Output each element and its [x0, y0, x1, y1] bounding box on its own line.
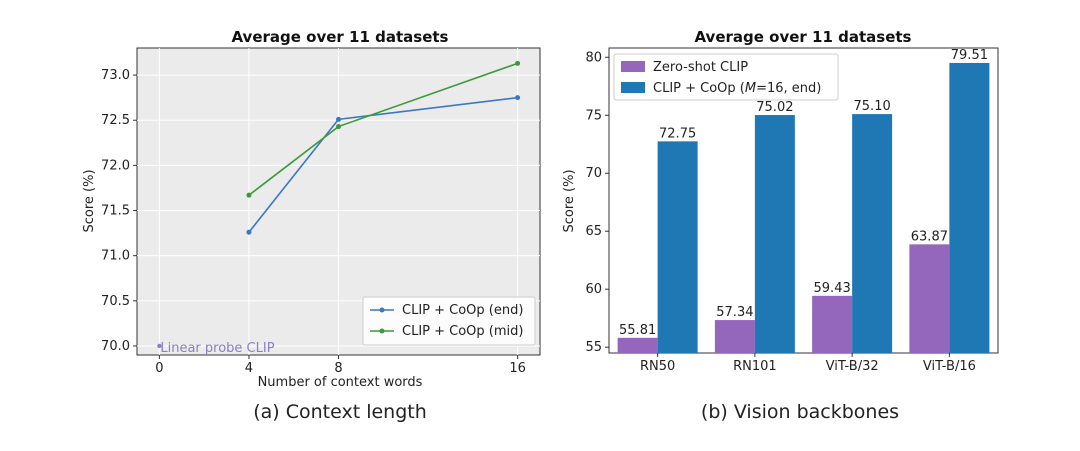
caption: (b) Vision backbones: [701, 401, 899, 423]
x-tick-label: ViT-B/32: [826, 359, 879, 374]
bar-zero-shot: [909, 244, 950, 353]
bar-coop: [949, 62, 990, 353]
data-point: [336, 116, 341, 122]
y-tick-label: 72.0: [101, 158, 130, 173]
x-tick-label: RN50: [640, 359, 675, 374]
legend-entry: Zero-shot CLIP: [653, 60, 748, 75]
legend-swatch: [621, 82, 645, 93]
bar-value-label: 72.75: [659, 126, 696, 141]
bar-value-label: 75.02: [756, 100, 793, 115]
bar-zero-shot: [617, 337, 658, 353]
legend: Zero-shot CLIP CLIP + CoOp (M=16, end): [613, 53, 839, 101]
legend-marker: [379, 307, 385, 313]
y-tick-label: 71.5: [101, 204, 130, 219]
y-tick-label: 73.0: [101, 68, 130, 83]
bars: 55.81 72.75 57.34 75.02 59.43 75.10 63.87 79.51: [617, 48, 990, 353]
legend-swatch: [621, 61, 645, 72]
baseline-label: Linear probe CLIP: [160, 341, 274, 356]
y-axis-label: Score (%): [82, 169, 97, 232]
legend-entry: CLIP + CoOp (M=16, end): [653, 81, 821, 96]
data-point: [336, 124, 341, 130]
x-ticks: RN50 RN101 ViT-B/32 ViT-B/16: [640, 353, 976, 374]
data-point: [515, 95, 521, 101]
y-tick-label: 70.5: [101, 294, 130, 309]
line-series: [246, 60, 521, 235]
bar-zero-shot: [812, 295, 853, 353]
bar-value-label: 59.43: [814, 281, 851, 296]
bar-coop: [657, 141, 698, 353]
y-tick-label: 70: [585, 166, 602, 181]
baseline: Linear probe CLIP: [157, 341, 275, 356]
caption: (a) Context length: [253, 401, 427, 423]
bar-value-label: 79.51: [951, 48, 988, 63]
x-tick-label: 8: [334, 361, 342, 376]
legend-entry: CLIP + CoOp (end): [402, 303, 523, 318]
bar-value-label: 63.87: [911, 229, 948, 244]
y-axis-label: Score (%): [562, 169, 577, 232]
legend-box: [613, 53, 839, 101]
y-tick-label: 72.5: [101, 113, 130, 128]
x-ticks: 0 4 8 16: [155, 355, 526, 376]
x-tick-label: 16: [509, 361, 526, 376]
y-tick-label: 71.0: [101, 249, 130, 264]
bar-coop: [852, 114, 893, 353]
data-point: [246, 229, 252, 235]
x-axis-label: Number of context words: [258, 375, 423, 390]
bar-coop: [754, 115, 795, 353]
y-tick-label: 80: [585, 50, 602, 65]
legend-marker: [379, 328, 385, 334]
data-point: [515, 60, 521, 66]
y-tick-label: 75: [585, 108, 602, 123]
bar-value-label: 55.81: [619, 323, 656, 338]
bar-value-label: 57.34: [716, 305, 753, 320]
x-tick-label: 0: [155, 361, 163, 376]
x-tick-label: RN101: [733, 359, 777, 374]
bar-value-label: 75.10: [854, 99, 891, 114]
data-point: [246, 192, 252, 198]
context-length-chart: 0 4 8 16 70.0 70.5 71.0 71.5 72.0 72.5 73.0 Linea…: [82, 28, 541, 423]
legend-entry: CLIP + CoOp (mid): [402, 324, 523, 339]
y-ticks: 70.0 70.5 71.0 71.5 72.0 72.5 73.0: [101, 68, 137, 354]
y-tick-label: 70.0: [101, 339, 130, 354]
y-ticks: 55 60 65 70 75 80: [585, 50, 609, 355]
legend-box: [362, 296, 536, 346]
y-tick-label: 55: [585, 340, 602, 355]
bar-zero-shot: [714, 320, 755, 353]
legend: CLIP + CoOp (end) CLIP + CoOp (mid): [362, 296, 536, 346]
y-tick-label: 60: [585, 282, 602, 297]
baseline-point: [157, 343, 162, 349]
y-tick-label: 65: [585, 224, 602, 239]
chart-title: Average over 11 datasets: [694, 28, 911, 46]
x-tick-label: ViT-B/16: [923, 359, 976, 374]
chart-title: Average over 11 datasets: [231, 28, 448, 46]
gridlines: [137, 48, 540, 355]
vision-backbones-chart: 55 60 65 70 75 80 55.81 72.75 57.34 75.02 59.43 75…: [562, 28, 999, 423]
x-tick-label: 4: [245, 361, 253, 376]
